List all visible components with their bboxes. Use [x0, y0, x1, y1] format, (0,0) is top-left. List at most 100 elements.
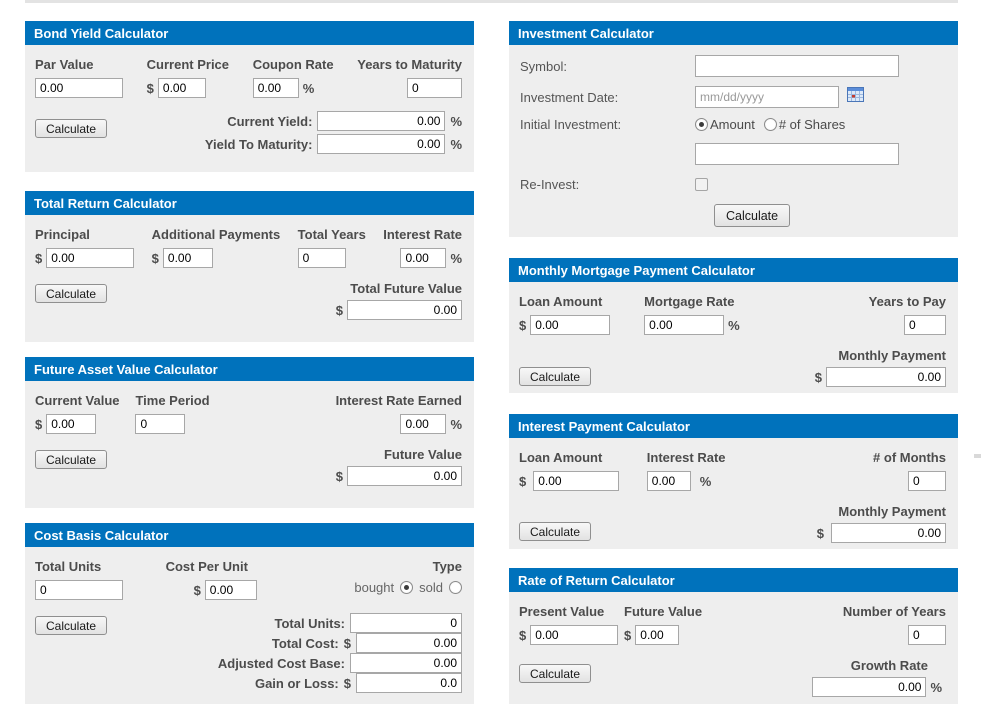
percent-sign: %	[302, 80, 315, 96]
interest-rate-label: Interest Rate	[646, 450, 726, 465]
symbol-input[interactable]	[695, 55, 899, 77]
additional-payments-input[interactable]	[162, 248, 213, 268]
dollar-sign: $	[343, 675, 351, 691]
dollar-sign: $	[519, 627, 527, 643]
cost-per-unit-input[interactable]	[204, 580, 257, 600]
current-price-input[interactable]	[157, 78, 206, 98]
reinvest-checkbox[interactable]	[695, 178, 708, 191]
calculate-button[interactable]: Calculate	[35, 284, 108, 303]
percent-sign: %	[450, 250, 462, 266]
principal-label: Principal	[35, 227, 90, 242]
dollar-sign: $	[193, 582, 201, 598]
percent-sign: %	[930, 679, 942, 695]
years-to-pay-input[interactable]	[904, 315, 946, 335]
total-cost-output[interactable]	[356, 633, 462, 653]
present-value-label: Present Value	[519, 604, 605, 619]
principal-input[interactable]	[46, 248, 135, 268]
percent-sign: %	[728, 317, 740, 333]
shares-radio[interactable]	[763, 118, 777, 131]
sold-radio-label: sold	[419, 580, 443, 595]
calculate-button[interactable]: Calculate	[519, 522, 592, 541]
adjusted-cost-base-output[interactable]	[350, 653, 462, 673]
cost-per-unit-label: Cost Per Unit	[165, 559, 248, 574]
time-period-input[interactable]	[135, 414, 186, 434]
current-yield-output[interactable]	[317, 111, 446, 131]
par-value-input[interactable]	[35, 78, 123, 98]
dollar-sign: $	[624, 627, 632, 643]
initial-investment-input[interactable]	[695, 143, 899, 165]
loan-amount-input[interactable]	[530, 315, 611, 335]
number-of-years-input[interactable]	[907, 625, 946, 645]
dollar-sign: $	[35, 416, 43, 432]
present-value-input[interactable]	[530, 625, 619, 645]
current-price-label: Current Price	[146, 57, 230, 72]
calculate-button[interactable]: Calculate	[35, 616, 108, 635]
current-value-input[interactable]	[46, 414, 97, 434]
panel-title: Bond Yield Calculator	[25, 21, 474, 45]
number-of-years-label: Number of Years	[842, 604, 946, 619]
bought-radio-label: bought	[354, 580, 395, 595]
years-to-maturity-label: Years to Maturity	[357, 57, 462, 72]
panel-title: Rate of Return Calculator	[509, 568, 958, 592]
percent-sign: %	[699, 473, 712, 489]
loan-amount-input[interactable]	[533, 471, 620, 491]
future-value-input[interactable]	[635, 625, 680, 645]
yield-to-maturity-label: Yield To Maturity:	[204, 136, 313, 152]
investment-calculator-panel: Investment Calculator Symbol: Investment…	[509, 21, 958, 237]
total-units-input[interactable]	[35, 580, 123, 600]
mortgage-rate-input[interactable]	[644, 315, 725, 335]
percent-sign: %	[450, 113, 462, 129]
monthly-payment-output[interactable]	[826, 367, 946, 387]
gain-or-loss-output[interactable]	[356, 673, 462, 693]
interest-rate-earned-input[interactable]	[400, 414, 447, 434]
adjusted-cost-base-label: Adjusted Cost Base:	[217, 655, 345, 671]
calculate-button[interactable]: Calculate	[35, 450, 108, 469]
amount-radio-label: Amount	[710, 117, 755, 132]
calculate-button[interactable]: Calculate	[714, 204, 791, 227]
panel-title: Cost Basis Calculator	[25, 523, 474, 547]
coupon-rate-input[interactable]	[252, 78, 299, 98]
investment-date-label: Investment Date:	[520, 89, 619, 105]
panel-title: Interest Payment Calculator	[509, 414, 958, 438]
edge-artifact	[974, 454, 981, 458]
bought-radio[interactable]	[400, 581, 414, 594]
total-years-input[interactable]	[297, 248, 346, 268]
calculate-button[interactable]: Calculate	[519, 664, 592, 683]
interest-rate-earned-label: Interest Rate Earned	[335, 393, 462, 408]
cost-basis-calculator-panel: Cost Basis Calculator Total Units Cost P…	[25, 523, 474, 704]
yield-to-maturity-output[interactable]	[317, 134, 446, 154]
years-to-maturity-input[interactable]	[407, 78, 462, 98]
panel-title: Investment Calculator	[509, 21, 958, 45]
future-asset-value-calculator-panel: Future Asset Value Calculator Current Va…	[25, 357, 474, 508]
calendar-icon[interactable]	[847, 87, 864, 107]
panel-title: Monthly Mortgage Payment Calculator	[509, 258, 958, 282]
panel-title: Total Return Calculator	[25, 191, 474, 215]
sold-radio[interactable]	[448, 581, 462, 594]
percent-sign: %	[450, 416, 462, 432]
dollar-sign: $	[35, 250, 43, 266]
interest-rate-input[interactable]	[646, 471, 691, 491]
top-divider	[25, 0, 958, 3]
symbol-label: Symbol:	[520, 58, 567, 74]
total-units-output[interactable]	[350, 613, 462, 633]
growth-rate-output[interactable]	[812, 677, 927, 697]
loan-amount-label: Loan Amount	[519, 450, 603, 465]
num-months-input[interactable]	[907, 471, 946, 491]
interest-rate-input[interactable]	[400, 248, 447, 268]
interest-payment-calculator-panel: Interest Payment Calculator Loan Amount …	[509, 414, 958, 549]
calculate-button[interactable]: Calculate	[35, 119, 108, 138]
coupon-rate-label: Coupon Rate	[252, 57, 334, 72]
bond-yield-calculator-panel: Bond Yield Calculator Par Value Current …	[25, 21, 474, 172]
investment-date-input[interactable]	[695, 86, 839, 108]
calculate-button[interactable]: Calculate	[519, 367, 592, 386]
total-return-calculator-panel: Total Return Calculator Principal $ Addi…	[25, 191, 474, 342]
dollar-sign: $	[335, 302, 343, 318]
total-years-label: Total Years	[297, 227, 366, 242]
total-future-value-output[interactable]	[347, 300, 462, 320]
monthly-payment-output[interactable]	[831, 523, 946, 543]
dollar-sign: $	[519, 317, 527, 333]
time-period-label: Time Period	[135, 393, 210, 408]
mortgage-rate-label: Mortgage Rate	[644, 294, 735, 309]
amount-radio[interactable]	[695, 118, 708, 131]
future-value-output[interactable]	[347, 466, 462, 486]
